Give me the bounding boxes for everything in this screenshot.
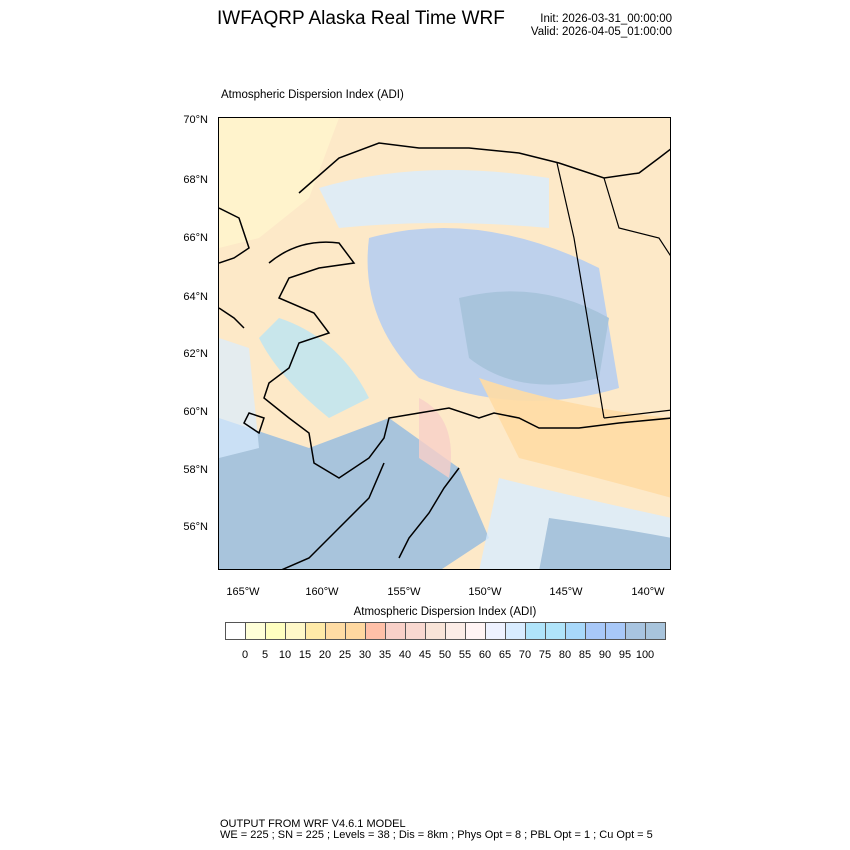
lat-label: 66°N <box>183 232 208 244</box>
colorbar <box>225 622 666 640</box>
colorbar-box <box>346 623 366 639</box>
colorbar-label: 65 <box>498 649 512 661</box>
lat-label: 56°N <box>183 521 208 533</box>
colorbar-label: 10 <box>278 649 292 661</box>
model-info: OUTPUT FROM WRF V4.6.1 MODEL <box>220 818 406 830</box>
colorbar-box <box>246 623 266 639</box>
lon-label: 160°W <box>305 586 339 598</box>
colorbar-label: 75 <box>538 649 552 661</box>
colorbar-box <box>526 623 546 639</box>
colorbar-box <box>386 623 406 639</box>
colorbar-label: 0 <box>241 649 249 661</box>
map-plot <box>218 117 671 570</box>
lon-label: 150°W <box>468 586 502 598</box>
colorbar-box <box>366 623 386 639</box>
colorbar-label: 15 <box>298 649 312 661</box>
colorbar-box <box>586 623 606 639</box>
map-field <box>219 118 670 569</box>
colorbar-box <box>286 623 306 639</box>
lat-label: 68°N <box>183 174 208 186</box>
colorbar-title: Atmospheric Dispersion Index (ADI) <box>353 606 537 618</box>
colorbar-label: 25 <box>338 649 352 661</box>
lat-label: 62°N <box>183 348 208 360</box>
colorbar-box <box>606 623 626 639</box>
colorbar-box <box>546 623 566 639</box>
colorbar-box <box>626 623 646 639</box>
colorbar-label: 40 <box>398 649 412 661</box>
colorbar-box <box>226 623 246 639</box>
lat-label: 60°N <box>183 406 208 418</box>
colorbar-label: 100 <box>635 649 655 661</box>
colorbar-box <box>426 623 446 639</box>
plot-title: IWFAQRP Alaska Real Time WRF <box>217 8 505 29</box>
colorbar-box <box>406 623 426 639</box>
colorbar-box <box>566 623 586 639</box>
lat-label: 64°N <box>183 291 208 303</box>
colorbar-box <box>326 623 346 639</box>
colorbar-label: 35 <box>378 649 392 661</box>
lon-label: 155°W <box>387 586 421 598</box>
colorbar-label: 85 <box>578 649 592 661</box>
adi-field <box>219 118 670 569</box>
colorbar-box <box>466 623 486 639</box>
colorbar-box <box>646 623 665 639</box>
colorbar-label: 70 <box>518 649 532 661</box>
borders <box>556 162 670 419</box>
init-time: Init: 2026-03-31_00:00:00 <box>540 13 672 25</box>
field-title: Atmospheric Dispersion Index (ADI) <box>221 89 404 101</box>
coastlines <box>219 142 670 569</box>
lon-label: 140°W <box>631 586 665 598</box>
colorbar-label: 45 <box>418 649 432 661</box>
lat-label: 70°N <box>183 114 208 126</box>
valid-time: Valid: 2026-04-05_01:00:00 <box>530 26 672 38</box>
colorbar-label: 90 <box>598 649 612 661</box>
lon-label: 165°W <box>226 586 260 598</box>
colorbar-label: 20 <box>318 649 332 661</box>
colorbar-box <box>506 623 526 639</box>
colorbar-box <box>266 623 286 639</box>
colorbar-label: 50 <box>438 649 452 661</box>
lon-label: 145°W <box>549 586 583 598</box>
colorbar-label: 60 <box>478 649 492 661</box>
colorbar-label: 5 <box>261 649 269 661</box>
colorbar-box <box>486 623 506 639</box>
colorbar-label: 80 <box>558 649 572 661</box>
colorbar-label: 95 <box>618 649 632 661</box>
model-config: WE = 225 ; SN = 225 ; Levels = 38 ; Dis … <box>220 829 653 841</box>
colorbar-box <box>446 623 466 639</box>
lat-label: 58°N <box>183 464 208 476</box>
colorbar-label: 30 <box>358 649 372 661</box>
colorbar-label: 55 <box>458 649 472 661</box>
colorbar-box <box>306 623 326 639</box>
